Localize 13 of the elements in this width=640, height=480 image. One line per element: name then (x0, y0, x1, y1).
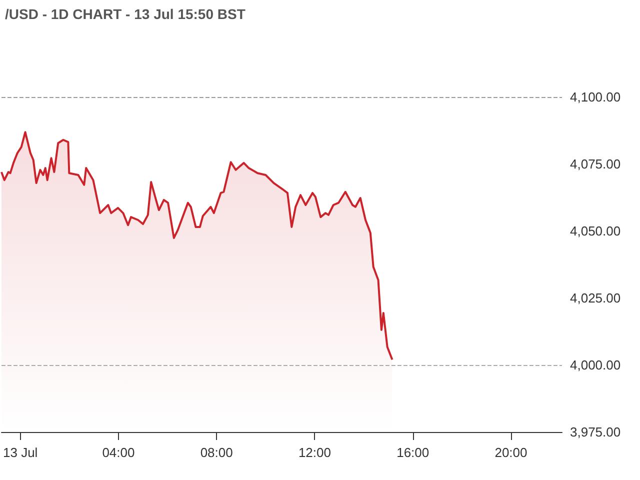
x-tick-label: 20:00 (494, 445, 528, 460)
y-tick-label: 4,100.00 (570, 90, 621, 104)
x-tick-label: 13 Jul (2, 445, 38, 460)
x-tick-label: 12:00 (298, 445, 331, 460)
y-tick-label: 3,975.00 (570, 424, 621, 440)
y-tick-label: 4,025.00 (570, 290, 621, 306)
y-tick-label: 4,000.00 (570, 358, 621, 372)
x-tick-label: 04:00 (102, 445, 135, 460)
y-tick-label: 4,050.00 (570, 224, 621, 238)
chart-title: /USD - 1D CHART - 13 Jul 15:50 BST (5, 6, 246, 22)
x-tick-label: 16:00 (396, 445, 430, 460)
y-tick-label: 4,075.00 (570, 156, 621, 172)
x-tick-label: 08:00 (200, 445, 233, 460)
